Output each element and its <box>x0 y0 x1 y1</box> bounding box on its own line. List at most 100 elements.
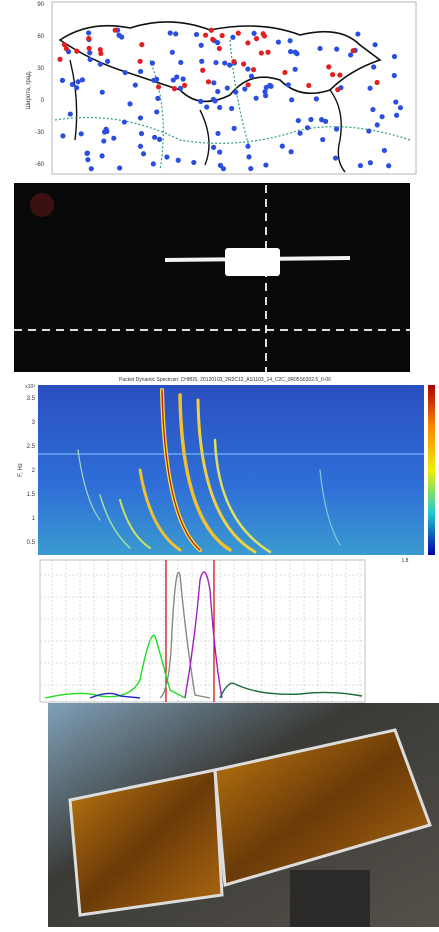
red-dot <box>330 72 335 77</box>
blue-dot <box>294 51 299 56</box>
blue-dot <box>286 82 291 87</box>
blue-dot <box>198 99 203 104</box>
blue-dot <box>222 60 227 65</box>
blue-dot <box>155 96 160 101</box>
blue-dot <box>99 153 104 158</box>
blue-dot <box>133 82 138 87</box>
blue-dot <box>230 35 235 40</box>
red-dot <box>374 80 379 85</box>
red-dot <box>86 36 91 41</box>
structure <box>290 870 370 927</box>
page: 90 60 30 0 -30 -60 Широта, град. Packet … <box>0 0 439 927</box>
blue-dot <box>74 85 79 90</box>
y-tick-label: 60 <box>37 34 44 40</box>
blue-dot <box>227 62 232 67</box>
blue-dot <box>89 166 94 171</box>
blue-dot <box>394 113 399 118</box>
blue-dot <box>371 64 376 69</box>
blue-dot <box>98 62 103 67</box>
blue-dot <box>276 39 281 44</box>
map-panel: 90 60 30 0 -30 -60 Широта, град. <box>26 2 416 174</box>
red-dot <box>306 83 311 88</box>
blue-dot <box>314 96 319 101</box>
blue-dot <box>225 85 230 90</box>
blue-dot <box>211 145 216 150</box>
blue-dot <box>317 46 322 51</box>
blue-dot <box>358 163 363 168</box>
red-dot <box>351 48 356 53</box>
blue-dot <box>215 131 220 136</box>
blue-dot <box>232 126 237 131</box>
blue-dot <box>152 135 157 140</box>
blue-dot <box>368 160 373 165</box>
blue-dot <box>320 137 325 142</box>
spectrogram-panel: Packet Dynamic Spectrum: CHIBIS; 2012010… <box>14 375 439 564</box>
blue-dot <box>289 149 294 154</box>
y-tick-label: 3.5 <box>27 396 36 402</box>
red-dot <box>206 79 211 84</box>
blue-dot <box>215 89 220 94</box>
blue-dot <box>267 83 272 88</box>
red-dot <box>246 82 251 87</box>
blue-dot <box>245 144 250 149</box>
blue-dot <box>87 50 92 55</box>
blue-dot <box>308 117 313 122</box>
blue-dot <box>150 61 155 66</box>
blue-dot <box>139 131 144 136</box>
blue-dot <box>70 82 75 87</box>
blue-dot <box>123 70 128 75</box>
collage: 90 60 30 0 -30 -60 Широта, град. Packet … <box>0 0 439 927</box>
blue-dot <box>141 151 146 156</box>
blue-dot <box>194 32 199 37</box>
red-dot <box>209 28 214 33</box>
blue-dot <box>100 90 105 95</box>
blue-dot <box>211 97 216 102</box>
blue-dot <box>117 165 122 170</box>
red-dot <box>172 86 177 91</box>
blue-dot <box>246 154 251 159</box>
blue-dot <box>154 109 159 114</box>
red-dot <box>251 67 256 72</box>
blue-dot <box>176 158 181 163</box>
camera-panel <box>14 183 410 372</box>
blue-dot <box>60 133 65 138</box>
blue-dot <box>138 115 143 120</box>
blue-dot <box>84 151 89 156</box>
y-tick-label: 0.5 <box>27 540 36 546</box>
blue-dot <box>217 105 222 110</box>
blue-dot <box>289 97 294 102</box>
blue-dot <box>392 54 397 59</box>
blue-dot <box>297 131 302 136</box>
y-tick-label: -60 <box>35 162 44 168</box>
blue-dot <box>382 148 387 153</box>
blue-dot <box>199 59 204 64</box>
blue-dot <box>213 60 218 65</box>
blue-dot <box>180 76 185 81</box>
blue-dot <box>393 99 398 104</box>
y-tick-label: 0 <box>41 98 45 104</box>
y-axis-label: Широта, град. <box>26 70 32 109</box>
blue-dot <box>168 30 173 35</box>
blue-dot <box>105 59 110 64</box>
spectra-panel <box>40 560 365 702</box>
blue-dot <box>68 111 73 116</box>
blue-dot <box>211 80 216 85</box>
blue-dot <box>154 77 159 82</box>
blue-dot <box>101 138 106 143</box>
blue-dot <box>293 67 298 72</box>
blue-dot <box>164 154 169 159</box>
red-dot <box>210 37 215 42</box>
camera-frame <box>14 183 410 372</box>
blue-dot <box>88 57 93 62</box>
red-dot <box>259 50 264 55</box>
blue-dot <box>178 86 183 91</box>
blue-dot <box>204 104 209 109</box>
red-dot <box>62 42 67 47</box>
blue-dot <box>79 131 84 136</box>
blue-dot <box>242 86 247 91</box>
blue-dot <box>191 160 196 165</box>
map-frame <box>52 2 416 174</box>
blue-dot <box>367 86 372 91</box>
red-dot <box>220 33 225 38</box>
blue-dot <box>85 157 90 162</box>
